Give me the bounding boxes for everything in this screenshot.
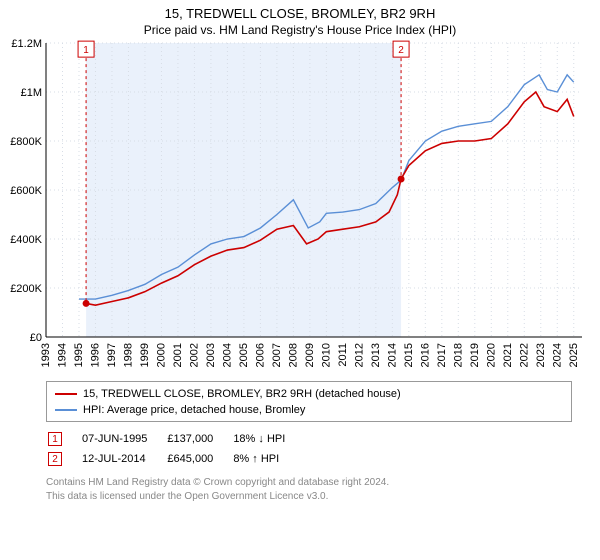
svg-text:2001: 2001 xyxy=(172,343,184,367)
svg-text:£600K: £600K xyxy=(10,185,42,197)
svg-text:£0: £0 xyxy=(30,332,42,344)
footer-line-1: Contains HM Land Registry data © Crown c… xyxy=(46,476,572,490)
chart-title-address: 15, TREDWELL CLOSE, BROMLEY, BR2 9RH xyxy=(0,6,600,21)
marker-cell-date: 07-JUN-1995 xyxy=(82,430,165,448)
svg-text:2024: 2024 xyxy=(551,343,563,367)
svg-text:2: 2 xyxy=(398,45,404,56)
svg-text:2005: 2005 xyxy=(238,343,250,367)
svg-text:2007: 2007 xyxy=(271,343,283,367)
legend-label: 15, TREDWELL CLOSE, BROMLEY, BR2 9RH (de… xyxy=(83,388,401,400)
svg-text:£800K: £800K xyxy=(10,136,42,148)
svg-text:1997: 1997 xyxy=(106,343,118,367)
svg-text:2022: 2022 xyxy=(518,343,530,367)
svg-text:2011: 2011 xyxy=(337,343,349,367)
svg-text:2002: 2002 xyxy=(188,343,200,367)
svg-text:2019: 2019 xyxy=(469,343,481,367)
svg-text:2008: 2008 xyxy=(287,343,299,367)
svg-text:1995: 1995 xyxy=(73,343,85,367)
svg-text:2006: 2006 xyxy=(254,343,266,367)
svg-text:2016: 2016 xyxy=(419,343,431,367)
svg-text:2020: 2020 xyxy=(485,343,497,367)
marker-badge-icon: 1 xyxy=(48,432,62,446)
svg-text:2004: 2004 xyxy=(221,343,233,367)
svg-text:£1.2M: £1.2M xyxy=(11,38,42,50)
chart-svg: £0 £200K £400K £600K £800K £1M £1.2M 1993 1994 19… xyxy=(0,37,600,377)
marker-table: 1 07-JUN-1995£137,00018% ↓ HPI 2 12-JUL-201… xyxy=(46,428,305,470)
marker-cell-badge: 2 xyxy=(48,450,80,468)
marker-dot-2 xyxy=(398,175,405,182)
legend-row: HPI: Average price, detached house, Brom… xyxy=(55,402,563,418)
legend-label: HPI: Average price, detached house, Brom… xyxy=(83,404,305,416)
marker-dot-1 xyxy=(83,300,90,307)
svg-text:2010: 2010 xyxy=(320,343,332,367)
marker-cell-price: £137,000 xyxy=(167,430,231,448)
svg-text:2018: 2018 xyxy=(452,343,464,367)
legend: 15, TREDWELL CLOSE, BROMLEY, BR2 9RH (de… xyxy=(46,381,572,422)
chart-titles: 15, TREDWELL CLOSE, BROMLEY, BR2 9RH Pri… xyxy=(0,0,600,37)
svg-text:2009: 2009 xyxy=(304,343,316,367)
marker-cell-badge: 1 xyxy=(48,430,80,448)
svg-text:2017: 2017 xyxy=(436,343,448,367)
svg-text:1998: 1998 xyxy=(122,343,134,367)
svg-text:1: 1 xyxy=(83,45,89,56)
svg-text:2014: 2014 xyxy=(386,343,398,367)
svg-text:1993: 1993 xyxy=(40,343,52,367)
svg-text:1996: 1996 xyxy=(89,343,101,367)
marker-cell-delta: 8% ↑ HPI xyxy=(233,450,303,468)
chart-subtitle: Price paid vs. HM Land Registry's House … xyxy=(0,23,600,37)
svg-text:£1M: £1M xyxy=(21,87,42,99)
svg-text:1994: 1994 xyxy=(56,343,68,367)
marker-cell-date: 12-JUL-2014 xyxy=(82,450,165,468)
legend-swatch xyxy=(55,409,77,411)
svg-text:1999: 1999 xyxy=(139,343,151,367)
svg-text:2025: 2025 xyxy=(568,343,580,367)
table-row: 1 07-JUN-1995£137,00018% ↓ HPI xyxy=(48,430,303,448)
marker-cell-delta: 18% ↓ HPI xyxy=(233,430,303,448)
svg-text:2023: 2023 xyxy=(535,343,547,367)
svg-text:2000: 2000 xyxy=(155,343,167,367)
attribution-footer: Contains HM Land Registry data © Crown c… xyxy=(46,476,572,503)
footer-line-2: This data is licensed under the Open Gov… xyxy=(46,490,572,504)
svg-text:2021: 2021 xyxy=(502,343,514,367)
marker-badge-icon: 2 xyxy=(48,452,62,466)
svg-text:2013: 2013 xyxy=(370,343,382,367)
svg-text:2012: 2012 xyxy=(353,343,365,367)
svg-text:2003: 2003 xyxy=(205,343,217,367)
legend-swatch xyxy=(55,393,77,395)
marker-cell-price: £645,000 xyxy=(167,450,231,468)
table-row: 2 12-JUL-2014£645,0008% ↑ HPI xyxy=(48,450,303,468)
svg-text:2015: 2015 xyxy=(403,343,415,367)
svg-text:£200K: £200K xyxy=(10,283,42,295)
legend-row: 15, TREDWELL CLOSE, BROMLEY, BR2 9RH (de… xyxy=(55,386,563,402)
price-chart-container: 15, TREDWELL CLOSE, BROMLEY, BR2 9RH Pri… xyxy=(0,0,600,503)
svg-text:£400K: £400K xyxy=(10,234,42,246)
